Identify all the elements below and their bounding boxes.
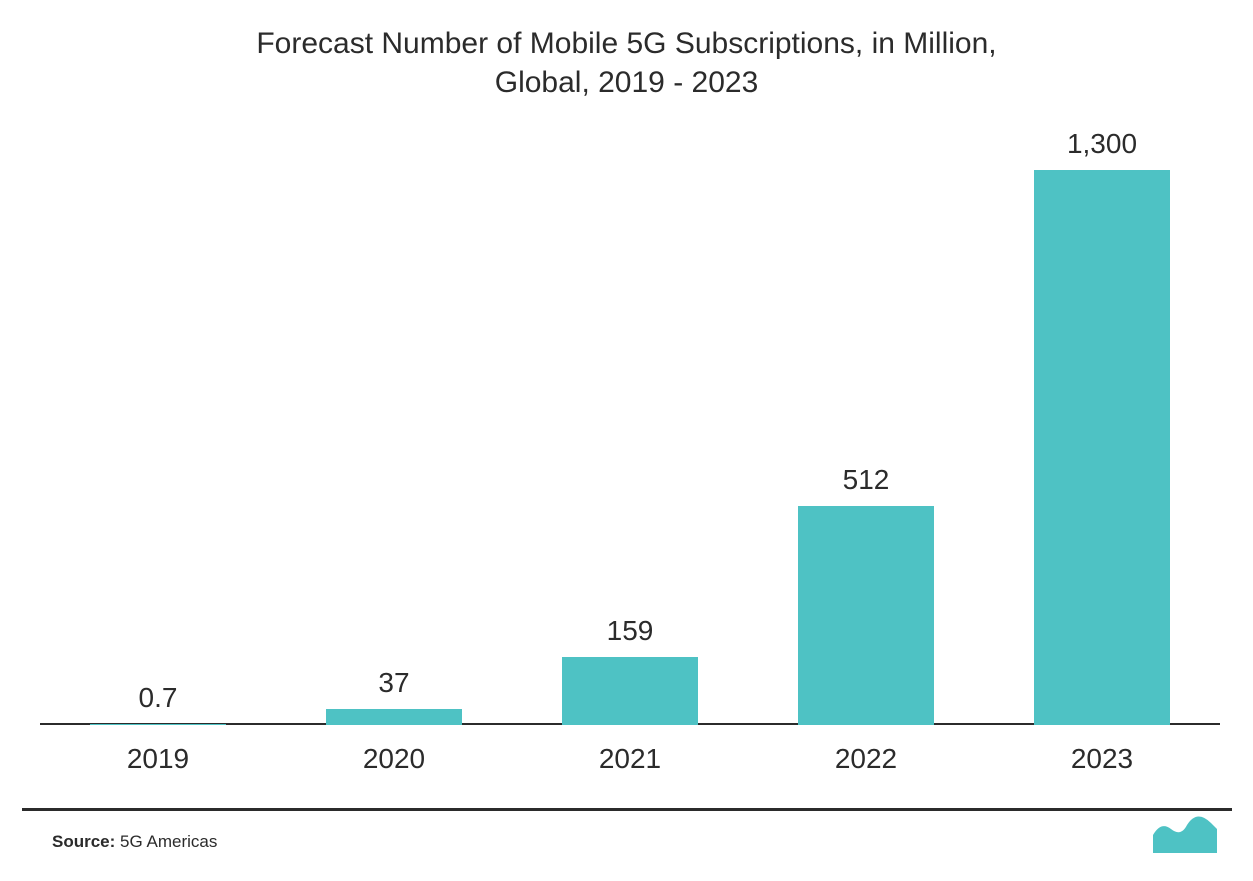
bar [798,506,935,725]
bar-value-label: 37 [314,667,474,699]
chart-title-line1: Forecast Number of Mobile 5G Subscriptio… [256,27,996,60]
brand-logo [1153,813,1217,853]
category-label: 2019 [78,743,238,775]
category-label: 2022 [786,743,946,775]
category-label: 2020 [314,743,474,775]
bar [326,709,463,725]
category-label: 2023 [1022,743,1182,775]
source-prefix: Source: [52,832,120,851]
bar [90,724,227,725]
bar-value-label: 1,300 [1022,128,1182,160]
chart-container: Forecast Number of Mobile 5G Subscriptio… [0,0,1253,881]
chart-title-line2: Global, 2019 - 2023 [495,66,759,99]
bar-value-label: 159 [550,615,710,647]
bar-value-label: 512 [786,464,946,496]
source-text: 5G Americas [120,832,217,851]
chart-title: Forecast Number of Mobile 5G Subscriptio… [0,24,1253,102]
source-attribution: Source: 5G Americas [52,832,217,852]
footer-divider [22,808,1232,811]
category-label: 2021 [550,743,710,775]
bar [1034,170,1171,725]
bar [562,657,699,725]
bar-value-label: 0.7 [78,682,238,714]
